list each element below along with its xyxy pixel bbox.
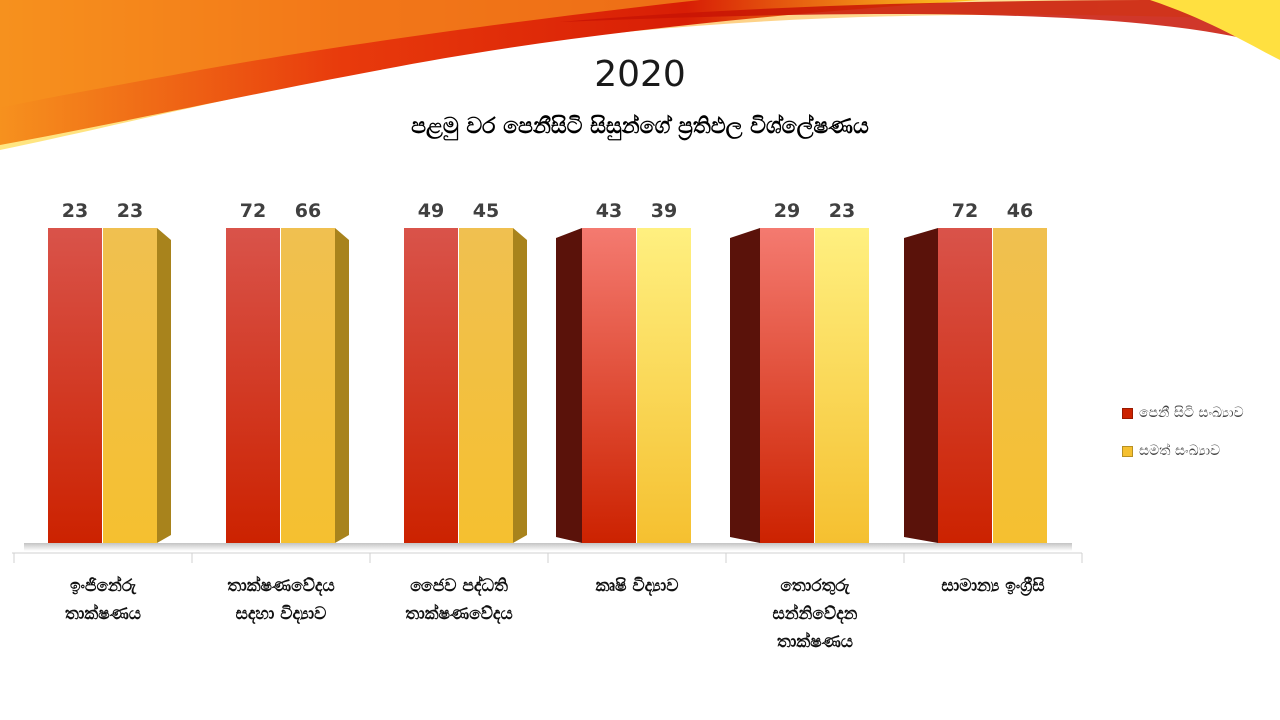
- data-label: 23: [117, 200, 143, 222]
- bar-passed: [103, 228, 157, 543]
- bar-passed: [459, 228, 513, 543]
- bar-attended: [48, 228, 102, 543]
- data-label: 23: [829, 200, 855, 222]
- data-label: 23: [62, 200, 88, 222]
- bar-side-face: [556, 228, 582, 543]
- bar-attended: [404, 228, 458, 543]
- category-label-line: ඉංජිනේරු: [69, 576, 137, 596]
- bar-passed: [993, 228, 1047, 543]
- data-label-group: 23 23 72 66 49 45 43 39 29 23 72 46: [62, 200, 1033, 222]
- category-label-line: තාක්ෂණවේදය: [227, 576, 335, 596]
- category-label-line: තාක්ෂණය: [776, 632, 854, 652]
- chart-title: 2020: [594, 54, 686, 95]
- bar-passed: [281, 228, 335, 543]
- data-label: 46: [1007, 200, 1033, 222]
- category-label: ජෛව පද්ධති තාක්ෂණවේදය: [374, 572, 544, 628]
- bar-passed: [637, 228, 691, 543]
- legend: පෙනී සිටි සංඛ්‍යාව සමත් සංඛ්‍යාව: [1122, 403, 1244, 479]
- chart-subtitle: පළමු වර පෙනීසිටි සිසුන්ගේ ප්‍රතිඵල විශ්ල…: [411, 114, 869, 139]
- bar-side-face: [157, 228, 171, 543]
- legend-item-passed: සමත් සංඛ්‍යාව: [1122, 441, 1244, 461]
- data-label: 49: [418, 200, 444, 222]
- category-label-line: සාමාන්‍ය ඉංග්‍රීසි: [941, 576, 1045, 596]
- data-label: 39: [651, 200, 677, 222]
- decorative-swoosh: [0, 0, 1280, 150]
- category-label-line: තාක්ෂණය: [64, 604, 142, 624]
- category-label: ඉංජිනේරු තාක්ෂණය: [18, 572, 188, 628]
- bar-side-face: [730, 228, 760, 543]
- data-label: 29: [774, 200, 800, 222]
- chart-floor: [24, 543, 1072, 551]
- bar-side-face: [513, 228, 527, 543]
- category-label: තාක්ෂණවේදය සදහා විද්‍යාව: [196, 572, 366, 628]
- category-label: සාමාන්‍ය ඉංග්‍රීසි: [908, 572, 1078, 600]
- bar-passed: [815, 228, 869, 543]
- bar-attended: [938, 228, 992, 543]
- legend-swatch-red: [1122, 407, 1133, 419]
- category-label: තොරතුරු සන්නිවේදන තාක්ෂණය: [730, 572, 900, 656]
- category-label-line: සදහා විද්‍යාව: [235, 604, 327, 624]
- data-label: 43: [596, 200, 622, 222]
- bar-attended: [582, 228, 636, 543]
- category-label: කෘෂි විද්‍යාව: [552, 572, 722, 600]
- legend-item-attended: පෙනී සිටි සංඛ්‍යාව: [1122, 403, 1244, 423]
- category-label-line: තාක්ෂණවේදය: [405, 604, 513, 624]
- bar-attended: [760, 228, 814, 543]
- legend-label: සමත් සංඛ්‍යාව: [1139, 443, 1221, 459]
- legend-swatch-yellow: [1122, 445, 1133, 457]
- bar-group: [48, 228, 1047, 543]
- bar-side-face: [904, 228, 938, 543]
- legend-label: පෙනී සිටි සංඛ්‍යාව: [1139, 405, 1244, 421]
- bar-side-face: [335, 228, 349, 543]
- data-label: 72: [240, 200, 266, 222]
- category-label-line: කෘෂි විද්‍යාව: [595, 576, 679, 596]
- category-label-line: තොරතුරු: [780, 576, 850, 596]
- data-label: 45: [473, 200, 499, 222]
- bar-attended: [226, 228, 280, 543]
- data-label: 66: [295, 200, 321, 222]
- category-label-line: සන්නිවේදන: [772, 604, 858, 624]
- category-label-line: ජෛව පද්ධති: [410, 576, 508, 596]
- data-label: 72: [952, 200, 978, 222]
- floor-shadow: [24, 543, 1072, 551]
- category-axis: [12, 552, 1083, 563]
